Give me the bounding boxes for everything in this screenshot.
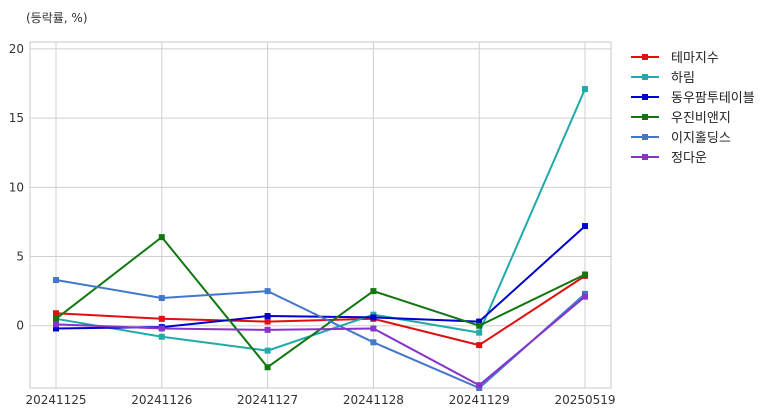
x-tick-label: 20241126 xyxy=(131,393,192,407)
legend-marker xyxy=(642,94,648,100)
legend-marker xyxy=(642,74,648,80)
legend-item: 동우팜투테이블 xyxy=(631,91,755,106)
data-point xyxy=(476,329,483,336)
data-point xyxy=(158,315,165,322)
legend-marker xyxy=(642,114,648,120)
data-point xyxy=(158,234,165,241)
data-point xyxy=(264,347,271,354)
data-point xyxy=(264,326,271,333)
series-2 xyxy=(53,86,588,354)
grid xyxy=(30,42,611,388)
legend-item: 정다운 xyxy=(631,151,707,166)
series-5 xyxy=(53,277,588,391)
x-tick-label: 20241128 xyxy=(343,393,404,407)
data-point xyxy=(582,223,588,230)
x-tick-label: 20250519 xyxy=(554,393,615,407)
legend-marker xyxy=(642,54,648,60)
legend-label: 동우팜투테이블 xyxy=(671,91,755,106)
legend-item: 이지홀딩스 xyxy=(631,131,731,146)
legend-item: 우진비앤지 xyxy=(631,111,731,126)
y-tick-label: 15 xyxy=(9,111,24,125)
data-point xyxy=(264,318,271,325)
legend-marker xyxy=(642,154,648,160)
series-line xyxy=(55,275,586,347)
series-3 xyxy=(53,223,588,332)
series-6 xyxy=(53,293,588,389)
series-line xyxy=(55,295,586,387)
y-tick-label: 20 xyxy=(9,42,24,56)
data-point xyxy=(158,295,165,302)
data-point xyxy=(476,342,483,349)
data-point xyxy=(582,293,588,300)
y-tick-label: 0 xyxy=(16,319,24,333)
data-point xyxy=(158,325,165,332)
data-point xyxy=(53,321,59,328)
x-tick-label: 20241129 xyxy=(449,393,510,407)
data-point xyxy=(370,325,377,332)
data-point xyxy=(53,315,59,322)
data-point xyxy=(476,322,483,329)
data-point xyxy=(370,314,377,321)
data-point xyxy=(53,277,59,284)
data-point xyxy=(264,313,271,320)
legend-label: 하림 xyxy=(671,71,695,86)
series-1 xyxy=(53,272,588,349)
data-point xyxy=(582,86,588,93)
data-point xyxy=(264,288,271,295)
legend-item: 하림 xyxy=(631,71,695,86)
data-point xyxy=(476,318,483,325)
legend-label: 우진비앤지 xyxy=(671,111,731,126)
y-unit-label: (등락률, %) xyxy=(26,11,88,25)
series-4 xyxy=(53,234,588,371)
data-point xyxy=(370,339,377,346)
data-point xyxy=(370,288,377,295)
x-tick-label: 20241127 xyxy=(237,393,298,407)
data-point xyxy=(264,364,271,371)
y-tick-label: 5 xyxy=(16,250,24,264)
plot-frame xyxy=(29,41,612,389)
data-point xyxy=(158,333,165,340)
x-tick-label: 20241125 xyxy=(25,393,86,407)
series-line xyxy=(55,88,586,352)
legend-label: 이지홀딩스 xyxy=(671,131,731,146)
legend-marker xyxy=(642,134,648,140)
data-point xyxy=(53,325,59,332)
y-tick-label: 10 xyxy=(9,180,24,194)
series-line xyxy=(55,279,586,389)
data-point xyxy=(476,382,483,389)
data-point xyxy=(582,271,588,278)
legend-label: 정다운 xyxy=(671,151,707,166)
legend-item: 테마지수 xyxy=(631,51,719,66)
data-point xyxy=(53,310,59,317)
legend-label: 테마지수 xyxy=(671,51,719,66)
